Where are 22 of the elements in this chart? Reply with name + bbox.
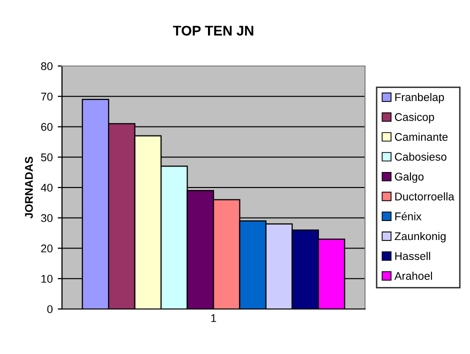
legend-label: Galgo: [394, 172, 424, 183]
legend-label: Franbelap: [395, 92, 444, 104]
y-tick-label: 10: [41, 274, 53, 283]
legend-label: Casicop: [394, 112, 434, 124]
legend-label: Arahoel: [394, 272, 432, 280]
y-tick-label: 30: [41, 214, 53, 222]
legend-label: Hassell: [395, 252, 430, 260]
legend-label: Caminante: [394, 132, 448, 141]
legend-label: Cabosieso: [394, 152, 446, 161]
chart-title: TOP TEN JN: [173, 26, 254, 36]
y-tick-label: 0: [47, 305, 53, 314]
y-axis-title: JORNADAS: [24, 156, 33, 219]
x-tick-label: 1: [211, 314, 216, 322]
legend-label: Ductorroella: [395, 192, 454, 200]
y-tick-label: 40: [40, 184, 53, 192]
y-tick-label: 50: [41, 153, 53, 162]
y-tick-label: 70: [41, 92, 53, 101]
y-tick-label: 20: [41, 244, 53, 252]
y-tick-label: 80: [41, 62, 53, 70]
legend-label: Zaunkonig: [394, 232, 446, 242]
y-tick-label: 60: [41, 123, 53, 131]
legend-label: Fénix: [395, 212, 422, 220]
